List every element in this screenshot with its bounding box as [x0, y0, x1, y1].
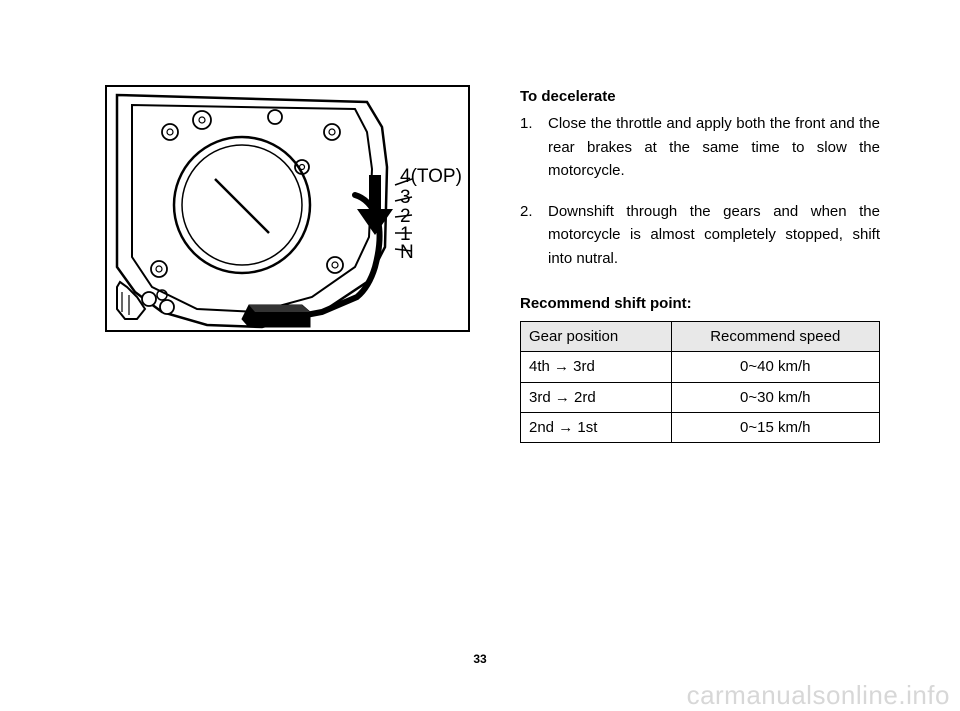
right-column: To decelerate 1. Close the throttle and …: [520, 85, 880, 443]
table-title: Recommend shift point:: [520, 292, 880, 315]
cell-speed: 0~40 km/h: [671, 352, 879, 382]
decelerate-steps: 1. Close the throttle and apply both the…: [520, 112, 880, 270]
gear-label-n: N: [400, 242, 414, 264]
left-column: 4(TOP) 3 2 1 N: [105, 85, 470, 443]
step-2: 2. Downshift through the gears and when …: [520, 200, 880, 270]
gear-label-4: 4(TOP): [400, 166, 462, 188]
page-number: 33: [473, 652, 486, 666]
cell-speed: 0~30 km/h: [671, 382, 879, 412]
header-gear-position: Gear position: [521, 322, 672, 352]
section-title: To decelerate: [520, 85, 880, 108]
table-row: 2nd → 1st 0~15 km/h: [521, 412, 880, 442]
gear-shift-diagram: 4(TOP) 3 2 1 N: [105, 85, 470, 332]
table-row: 3rd → 2rd 0~30 km/h: [521, 382, 880, 412]
shift-point-table: Gear position Recommend speed 4th → 3rd …: [520, 321, 880, 443]
cell-gear: 4th → 3rd: [521, 352, 672, 382]
step-number: 1.: [520, 112, 548, 182]
page-content: 4(TOP) 3 2 1 N To decelerate 1. Close th…: [0, 0, 960, 443]
table-header-row: Gear position Recommend speed: [521, 322, 880, 352]
cell-speed: 0~15 km/h: [671, 412, 879, 442]
step-text: Downshift through the gears and when the…: [548, 200, 880, 270]
watermark: carmanualsonline.info: [687, 680, 950, 711]
step-text: Close the throttle and apply both the fr…: [548, 112, 880, 182]
step-number: 2.: [520, 200, 548, 270]
cell-gear: 2nd → 1st: [521, 412, 672, 442]
table-row: 4th → 3rd 0~40 km/h: [521, 352, 880, 382]
cell-gear: 3rd → 2rd: [521, 382, 672, 412]
engine-diagram-svg: [107, 87, 470, 332]
step-1: 1. Close the throttle and apply both the…: [520, 112, 880, 182]
header-recommend-speed: Recommend speed: [671, 322, 879, 352]
